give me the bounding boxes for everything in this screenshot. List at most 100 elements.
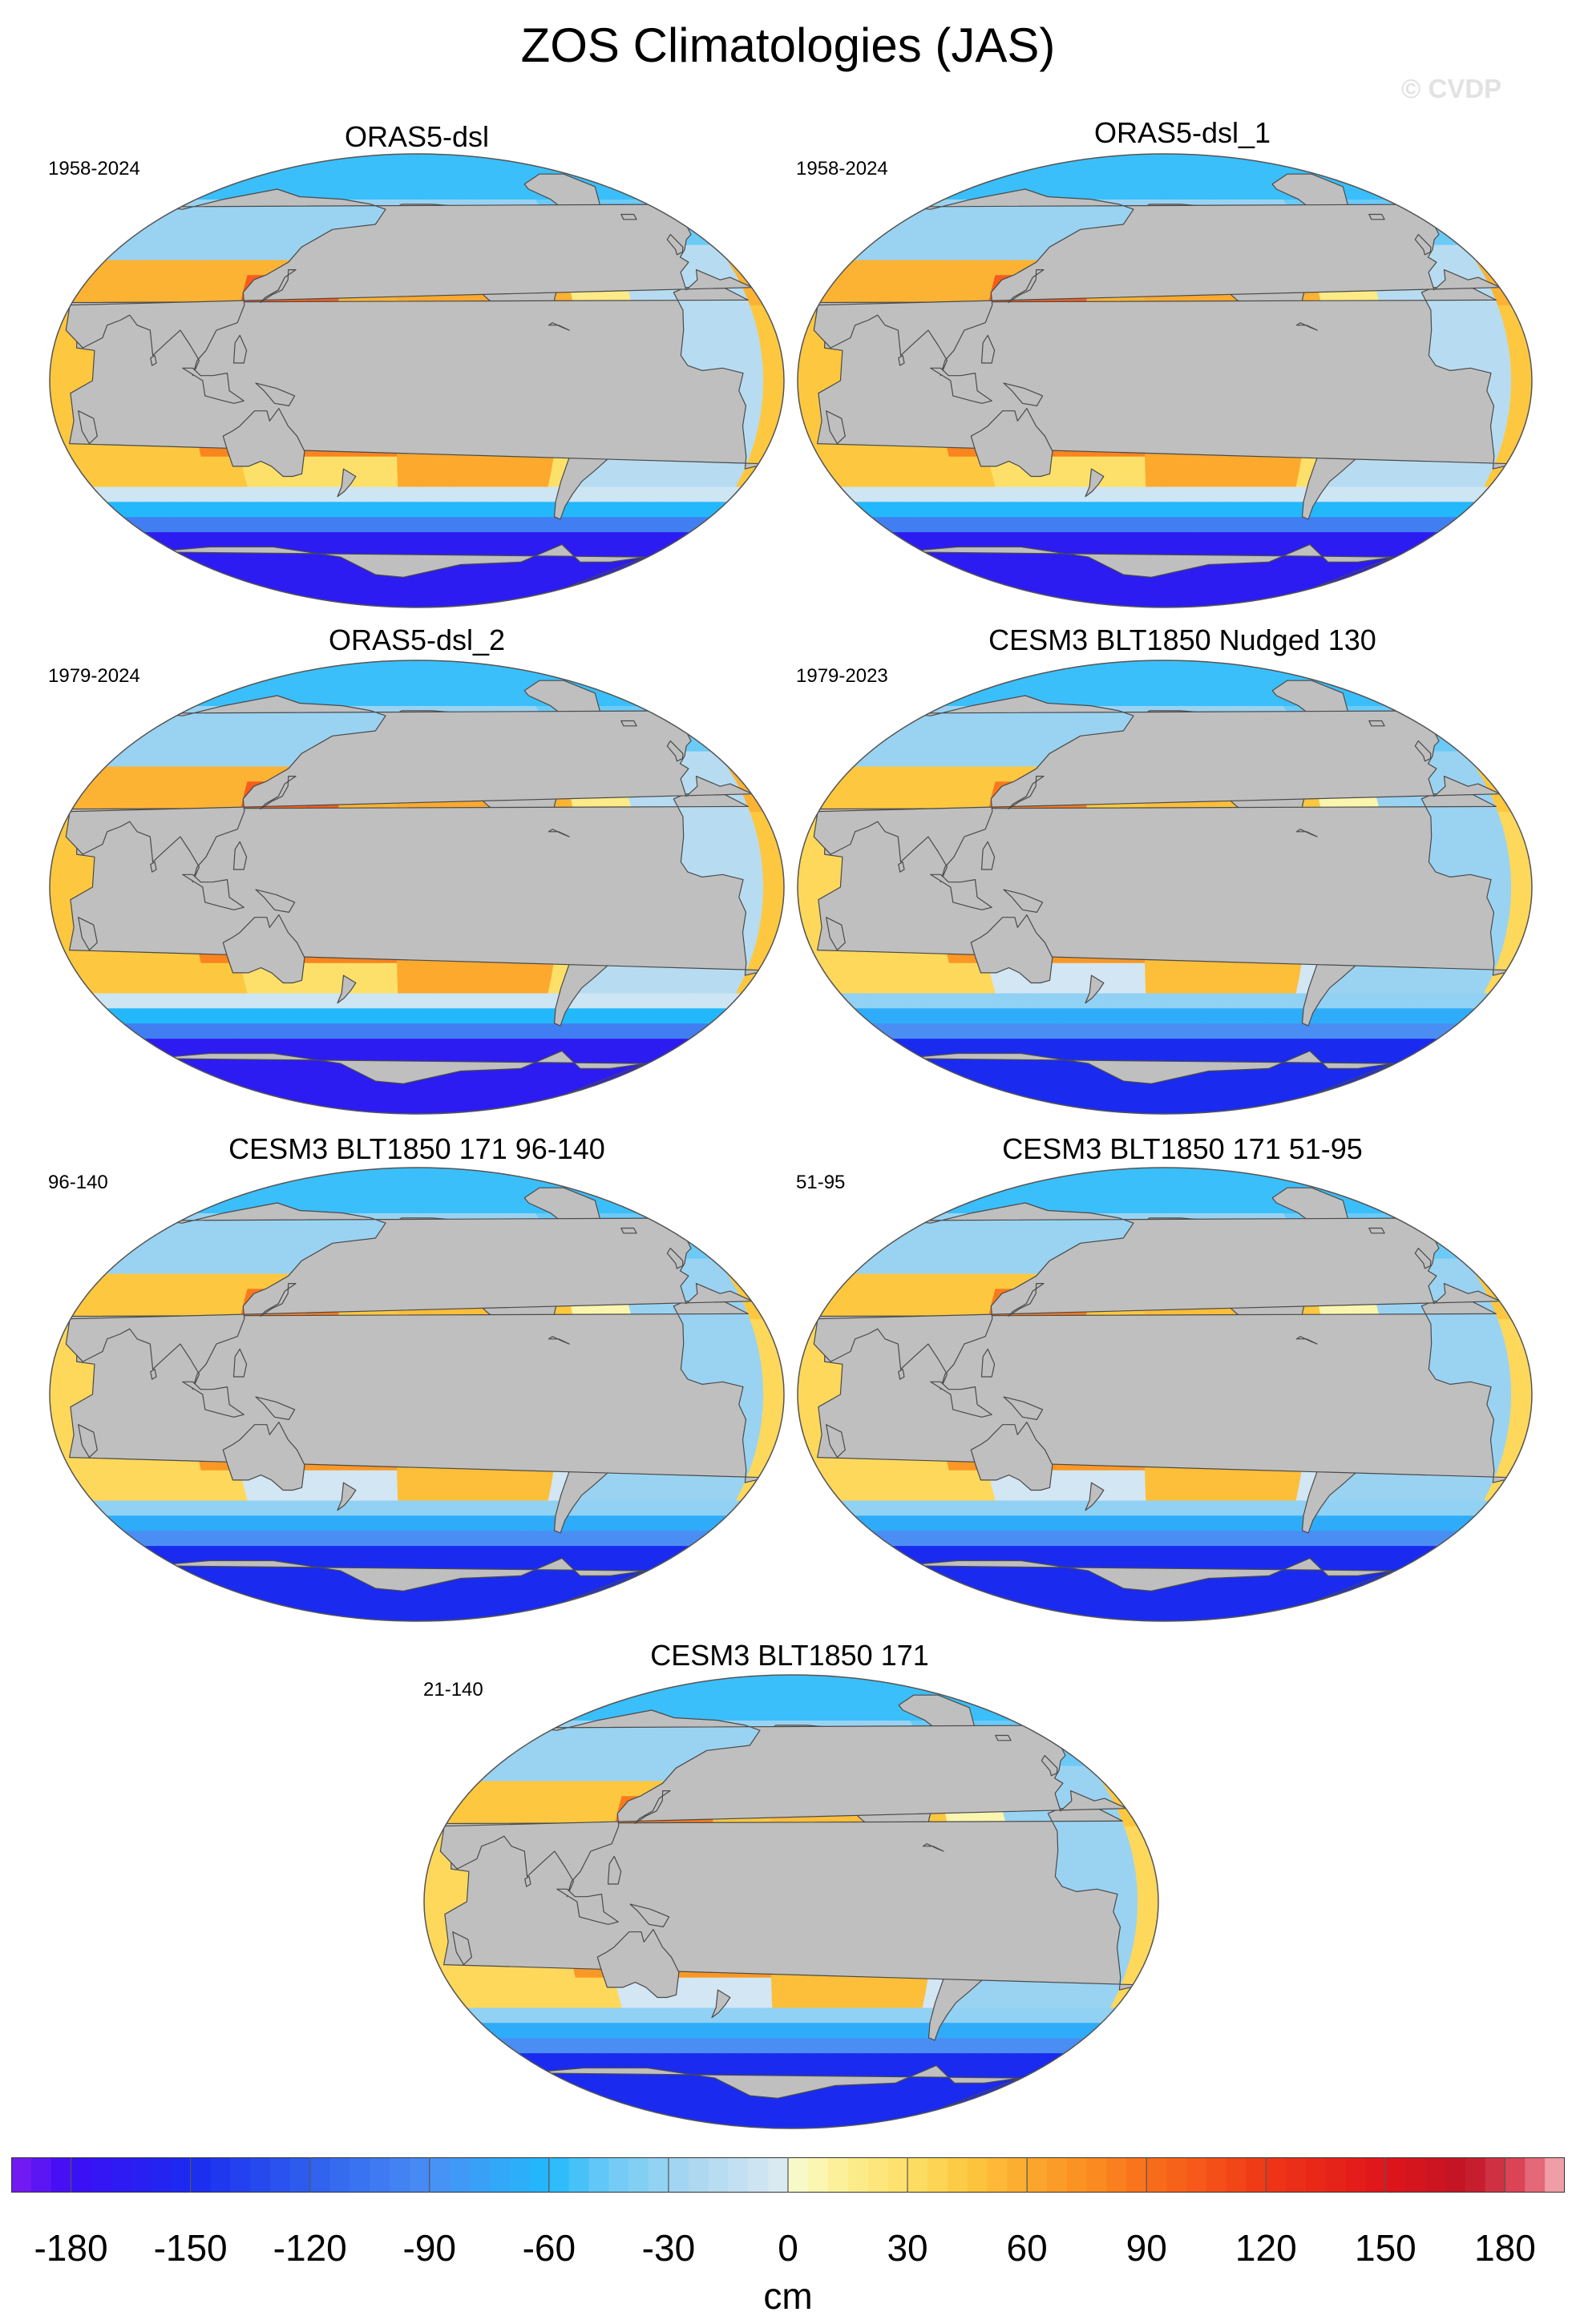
- sea-level-cell: [1435, 1038, 1469, 1054]
- sea-level-cell: [1108, 486, 1129, 502]
- sea-level-cell: [358, 1469, 379, 1486]
- map-panel-cesm3-96-140: [49, 1167, 785, 1622]
- sea-level-cell: [433, 1023, 453, 1039]
- sea-level-cell: [363, 516, 384, 533]
- sea-level-cell: [1201, 486, 1222, 502]
- sea-level-cell: [433, 516, 453, 533]
- sea-level-cell: [1416, 705, 1453, 721]
- sea-level-cell: [379, 1515, 400, 1531]
- sea-level-cell: [1134, 690, 1152, 706]
- sea-level-cell: [714, 826, 740, 842]
- sea-level-cell: [1509, 349, 1532, 366]
- sea-level-cell: [1258, 977, 1281, 994]
- sea-level-cell: [148, 184, 190, 200]
- sea-level-cell: [695, 320, 719, 336]
- sea-level-cell: [1150, 168, 1166, 185]
- sea-level-cell: [1217, 1007, 1239, 1024]
- sea-level-cell: [434, 486, 455, 502]
- sea-level-cell: [1443, 320, 1467, 336]
- sea-level-cell: [720, 856, 743, 873]
- sea-level-cell: [209, 1605, 306, 1621]
- sea-level-cell: [209, 1098, 306, 1114]
- sea-level-cell: [471, 1499, 493, 1516]
- sea-level-cell: [742, 1378, 765, 1395]
- sea-level-cell: [434, 977, 456, 994]
- sea-level-cell: [451, 1515, 472, 1531]
- sea-level-cell: [1198, 516, 1218, 533]
- sea-level-cell: [948, 962, 973, 978]
- sea-level-cell: [1164, 184, 1180, 200]
- sea-level-cell: [434, 1515, 455, 1531]
- sea-level-cell: [1445, 335, 1469, 351]
- sea-level-cell: [1443, 826, 1467, 842]
- sea-level-cell: [360, 992, 381, 1009]
- sea-level-cell: [1146, 516, 1166, 533]
- sea-level-cell: [455, 1469, 476, 1486]
- sea-level-cell: [949, 675, 992, 692]
- sea-level-cell: [402, 1590, 418, 1607]
- sea-level-cell: [379, 501, 400, 518]
- sea-level-cell: [382, 531, 402, 547]
- sea-level-cell: [377, 962, 398, 978]
- panel-title-oras5-dsl: ORAS5-dsl: [344, 120, 490, 153]
- sea-level-cell: [1237, 992, 1259, 1009]
- land-uk: [666, 234, 684, 256]
- land-new-zealand: [1085, 468, 1105, 498]
- sea-level-cell: [469, 1007, 491, 1024]
- sea-level-cell: [798, 886, 819, 903]
- sea-level-cell: [402, 168, 418, 185]
- sea-level-cell: [50, 1378, 71, 1395]
- sea-level-cell: [1218, 992, 1241, 1009]
- sea-level-cell: [1435, 214, 1469, 230]
- sea-level-cell: [1255, 486, 1279, 502]
- sea-level-cell: [1490, 871, 1513, 888]
- sea-level-cell: [1125, 455, 1146, 472]
- sea-level-cell: [922, 675, 970, 692]
- sea-level-cell: [1049, 977, 1072, 994]
- sea-level-cell: [1275, 660, 1372, 676]
- sea-level-cell: [644, 690, 685, 706]
- sea-level-cell: [507, 486, 531, 502]
- sea-level-cell: [50, 902, 73, 918]
- sea-level-cell: [398, 1515, 418, 1531]
- sea-level-cell: [209, 154, 306, 170]
- panel-title-cesm3-51-95: CESM3 BLT1850 171 51-95: [1002, 1132, 1363, 1165]
- sea-level-cell: [1109, 501, 1130, 518]
- sea-level-cell: [50, 1409, 73, 1426]
- sea-level-cell: [1360, 675, 1408, 692]
- sea-level-cell: [1127, 1007, 1148, 1024]
- land-australia: [970, 408, 1053, 478]
- sea-level-cell: [320, 977, 342, 994]
- sea-level-cell: [1109, 1007, 1130, 1024]
- sea-level-cell: [1125, 962, 1146, 978]
- sea-level-cell: [318, 455, 341, 472]
- sea-level-cell: [1348, 576, 1394, 593]
- sea-level-cell: [1275, 591, 1372, 607]
- sea-level-cell: [1108, 992, 1129, 1009]
- sea-level-cell: [112, 1545, 147, 1561]
- sea-level-cell: [798, 349, 821, 366]
- sea-level-cell: [1164, 486, 1184, 502]
- sea-level-cell: [358, 977, 380, 994]
- sea-level-cell: [762, 365, 784, 381]
- sea-level-cell: [612, 576, 660, 593]
- sea-level-cell: [50, 1394, 71, 1410]
- sea-level-cell: [1068, 977, 1090, 994]
- sea-level-cell: [631, 690, 671, 706]
- sea-level-cell: [1164, 501, 1184, 518]
- sea-level-cell: [1490, 380, 1513, 397]
- sea-level-cell: [1183, 962, 1205, 978]
- sea-level-cell: [631, 562, 671, 578]
- sea-level-cell: [1182, 977, 1204, 994]
- sea-level-cell: [416, 962, 437, 978]
- sea-level-cell: [762, 1378, 784, 1395]
- sea-level-cell: [1106, 977, 1128, 994]
- sea-level-cell: [360, 486, 381, 502]
- sea-level-cell: [1448, 349, 1471, 366]
- sea-level-cell: [489, 1499, 511, 1516]
- sea-level-cell: [487, 501, 509, 518]
- sea-level-cell: [695, 826, 719, 842]
- sea-level-cell: [318, 1469, 341, 1486]
- sea-level-cell: [798, 871, 819, 888]
- sea-level-cell: [346, 516, 367, 533]
